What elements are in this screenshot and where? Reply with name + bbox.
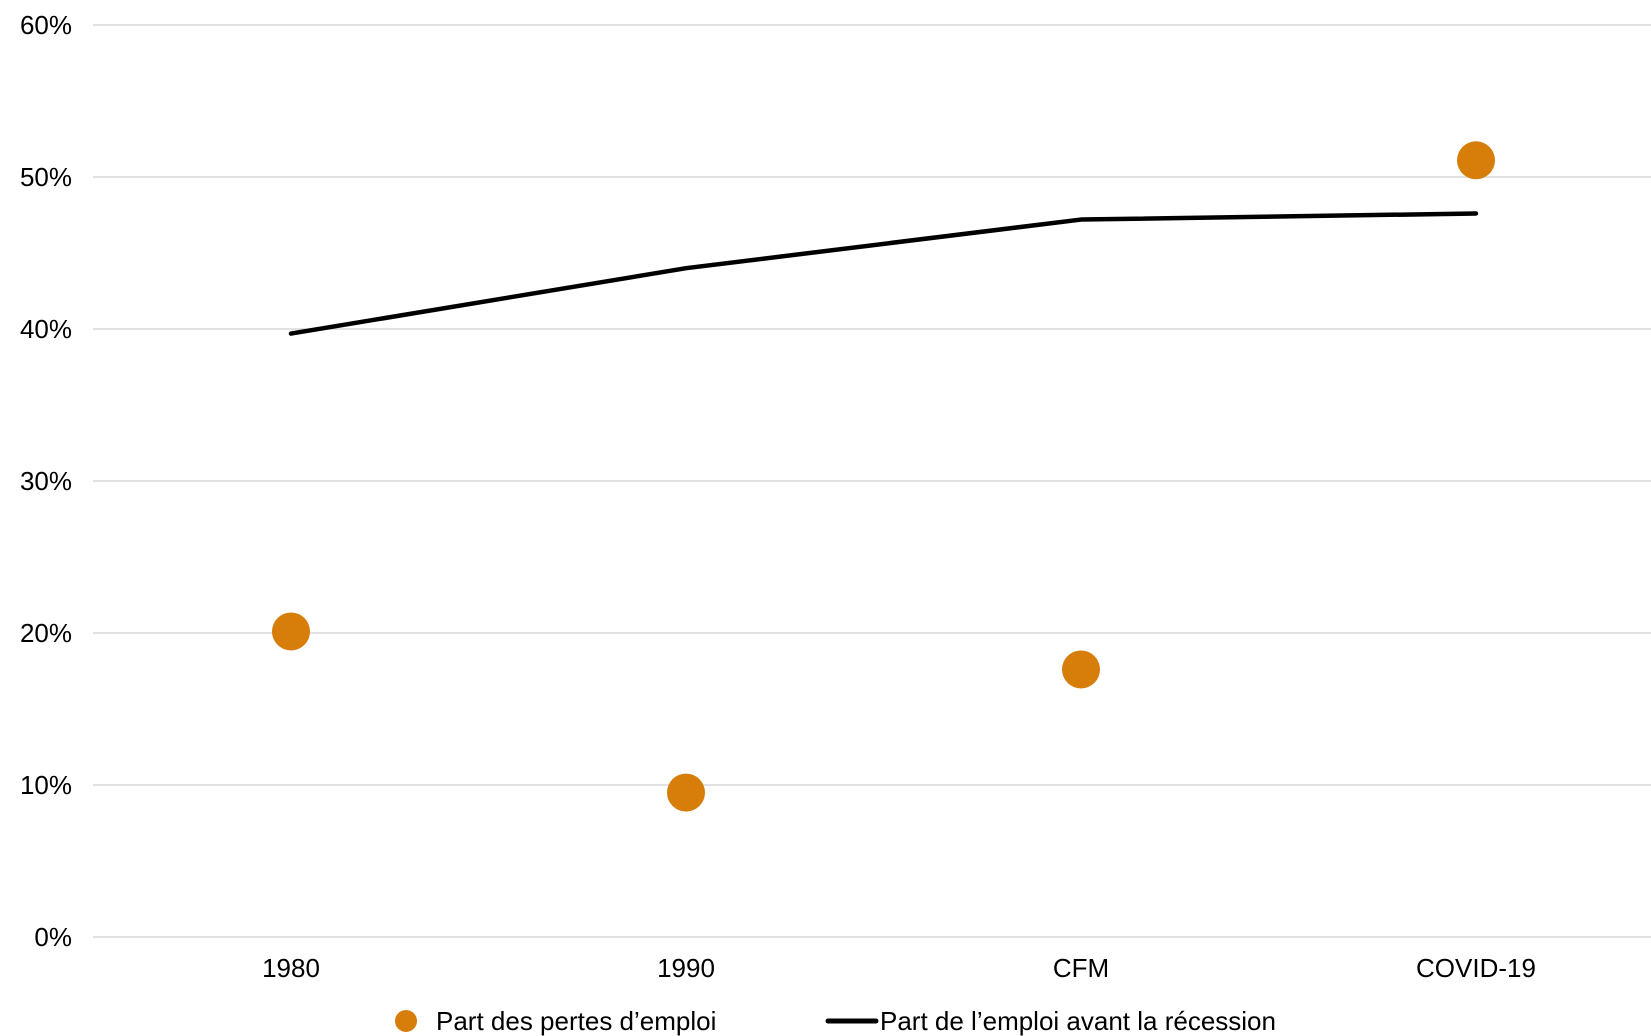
y-tick-label: 20%	[20, 618, 72, 648]
scatter-point	[667, 773, 705, 812]
series-line	[288, 211, 1479, 336]
y-axis-tick-labels: 0% 10% 20% 30% 40% 50% 60%	[20, 10, 72, 952]
legend-label-scatter: Part des pertes d’emploi	[436, 1006, 716, 1036]
scatter-point	[1062, 650, 1100, 689]
x-tick-label: 1990	[657, 953, 715, 983]
y-tick-label: 0%	[34, 922, 72, 952]
scatter-point	[1457, 141, 1495, 180]
series-marks	[272, 141, 1495, 812]
x-tick-label: COVID-19	[1416, 953, 1536, 983]
y-tick-label: 50%	[20, 162, 72, 192]
legend-label-line: Part de l’emploi avant la récession	[880, 1006, 1276, 1036]
y-tick-label: 30%	[20, 466, 72, 496]
legend-marker-scatter	[395, 1010, 417, 1032]
y-tick-label: 40%	[20, 314, 72, 344]
x-tick-label: 1980	[262, 953, 320, 983]
x-axis-tick-labels: 1980 1990 CFM COVID-19	[262, 953, 1536, 983]
legend: Part des pertes d’emploi Part de l’emploi…	[395, 1006, 1276, 1036]
gridlines	[93, 24, 1651, 938]
y-tick-label: 60%	[20, 10, 72, 40]
scatter-point	[272, 612, 310, 651]
y-tick-label: 10%	[20, 770, 72, 800]
x-tick-label: CFM	[1053, 953, 1109, 983]
